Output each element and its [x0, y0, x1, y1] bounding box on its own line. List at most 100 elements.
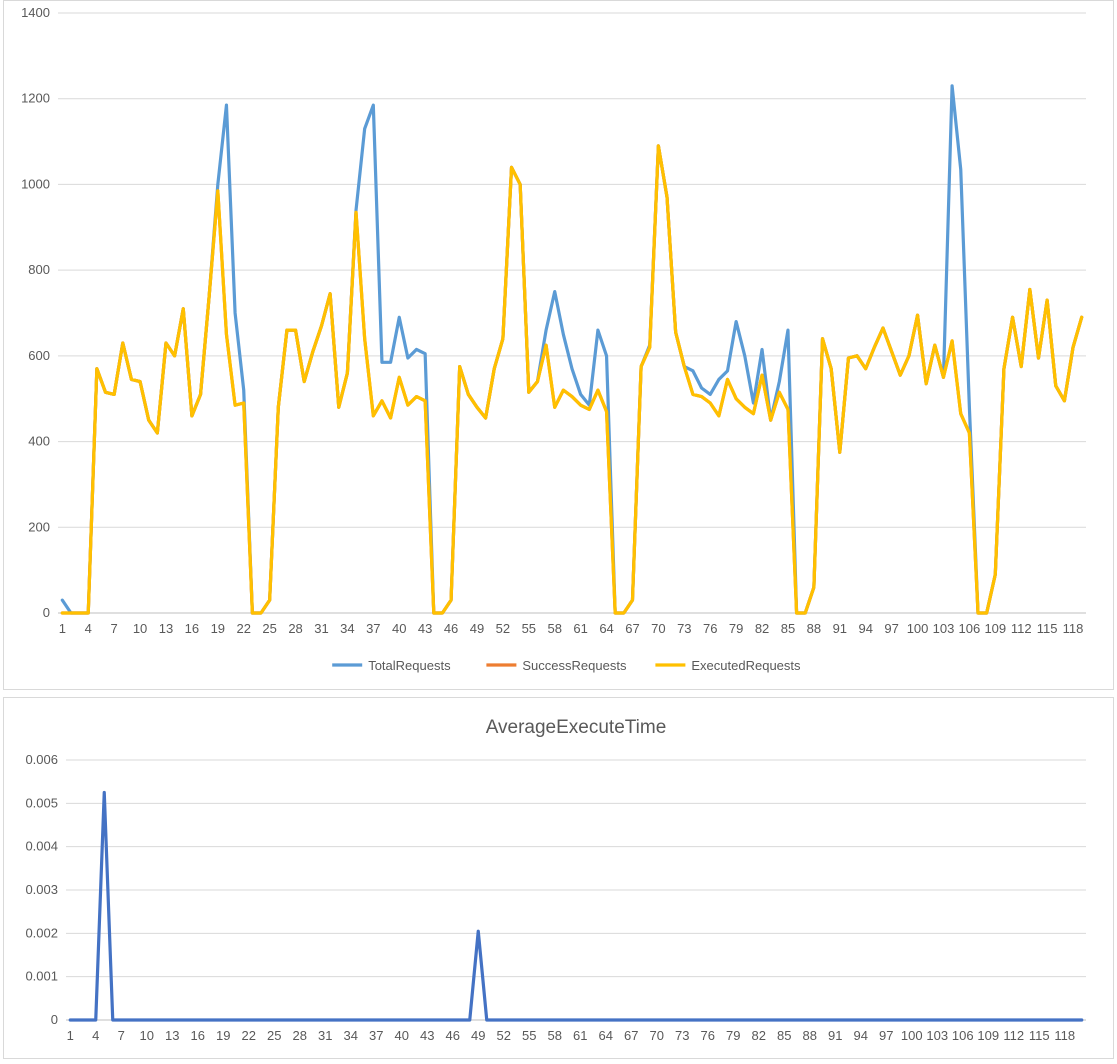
average-execute-time-chart-y-tick-label: 0.005 — [25, 795, 58, 810]
average-execute-time-chart-y-tick-label: 0.002 — [25, 925, 58, 940]
average-execute-time-chart-x-tick-label: 61 — [573, 1028, 587, 1043]
average-execute-time-chart-x-tick-label: 73 — [675, 1028, 689, 1043]
requests-chart-x-tick-label: 115 — [1037, 621, 1058, 636]
requests-chart-x-tick-label: 58 — [547, 621, 561, 636]
average-execute-time-chart-y-tick-label: 0 — [51, 1012, 58, 1027]
requests-chart-x-tick-label: 7 — [111, 621, 118, 636]
requests-chart-x-tick-label: 91 — [833, 621, 847, 636]
average-execute-time-chart-x-tick-label: 43 — [420, 1028, 434, 1043]
requests-chart-x-tick-label: 52 — [496, 621, 510, 636]
average-execute-time-chart-x-tick-label: 55 — [522, 1028, 536, 1043]
requests-chart-legend-label: TotalRequests — [368, 658, 451, 673]
requests-chart-legend-label: SuccessRequests — [522, 658, 627, 673]
average-execute-time-chart-x-tick-label: 94 — [854, 1028, 868, 1043]
average-execute-time-chart-x-tick-label: 31 — [318, 1028, 332, 1043]
average-execute-time-chart-x-tick-label: 67 — [624, 1028, 638, 1043]
requests-chart-x-tick-label: 16 — [185, 621, 199, 636]
requests-chart-y-tick-label: 1400 — [21, 5, 50, 20]
average-execute-time-chart-svg: AverageExecuteTime 0 0.001 0.002 0.003 0.004 0… — [25, 717, 1086, 1043]
average-execute-time-chart-x-tick-label: 85 — [777, 1028, 791, 1043]
average-execute-time-chart-x-tick-label: 88 — [803, 1028, 817, 1043]
average-execute-time-chart-x-tick-label: 106 — [952, 1028, 974, 1043]
average-execute-time-chart-x-tick-label: 46 — [446, 1028, 460, 1043]
requests-chart-x-tick-label: 4 — [85, 621, 92, 636]
requests-chart-legend-item-totalrequests[interactable]: TotalRequests — [332, 658, 451, 673]
average-execute-time-chart-x-tick-label: 52 — [497, 1028, 511, 1043]
average-execute-time-chart-y-tick-label: 0.006 — [25, 752, 58, 767]
requests-chart-x-tick-label: 97 — [884, 621, 898, 636]
requests-chart-x-tick-label: 112 — [1011, 621, 1032, 636]
requests-chart-x-tick-label: 82 — [755, 621, 769, 636]
average-execute-time-chart-x-tick-label: 91 — [828, 1028, 842, 1043]
requests-chart-x-tick-label: 94 — [858, 621, 872, 636]
requests-chart-x-tick-label: 49 — [470, 621, 484, 636]
requests-chart-x-tick-label: 61 — [573, 621, 587, 636]
average-execute-time-chart-x-tick-label: 103 — [926, 1028, 948, 1043]
requests-chart[interactable]: 0 200 400 600 800 1000 1200 1400 1 4 7 10 13 16 19 22 25… — [3, 0, 1114, 690]
requests-chart-x-tick-label: 70 — [651, 621, 665, 636]
average-execute-time-chart-x-tick-label: 118 — [1054, 1028, 1075, 1043]
average-execute-time-chart[interactable]: AverageExecuteTime 0 0.001 0.002 0.003 0.004 0… — [3, 697, 1114, 1059]
average-execute-time-chart-x-tick-label: 13 — [165, 1028, 179, 1043]
requests-chart-x-tick-label: 31 — [314, 621, 328, 636]
requests-chart-x-tick-label: 100 — [907, 621, 929, 636]
requests-chart-x-tick-label: 25 — [262, 621, 276, 636]
requests-chart-x-tick-label: 73 — [677, 621, 691, 636]
requests-chart-x-tick-label: 106 — [959, 621, 981, 636]
requests-chart-x-tick-label: 40 — [392, 621, 406, 636]
requests-chart-svg: 0 200 400 600 800 1000 1200 1400 1 4 7 10 13 16 19 22 25… — [21, 5, 1086, 673]
average-execute-time-chart-x-tick-label: 115 — [1029, 1028, 1050, 1043]
average-execute-time-chart-x-tick-label: 79 — [726, 1028, 740, 1043]
average-execute-time-chart-x-tick-label: 82 — [752, 1028, 766, 1043]
requests-chart-x-tick-label: 109 — [984, 621, 1006, 636]
requests-chart-x-tick-label: 10 — [133, 621, 147, 636]
requests-chart-x-tick-label: 79 — [729, 621, 743, 636]
requests-chart-series-line-executedrequests — [60, 144, 1084, 615]
requests-chart-x-tick-label: 55 — [522, 621, 536, 636]
average-execute-time-chart-x-tick-label: 64 — [599, 1028, 613, 1043]
average-execute-time-chart-x-tick-label: 58 — [548, 1028, 562, 1043]
average-execute-time-chart-y-tick-label: 0.003 — [25, 882, 58, 897]
average-execute-time-chart-x-tick-label: 1 — [67, 1028, 74, 1043]
requests-chart-x-tick-label: 64 — [599, 621, 613, 636]
average-execute-time-chart-x-tick-label: 4 — [92, 1028, 99, 1043]
average-execute-time-chart-y-tick-label: 0.004 — [25, 839, 58, 854]
requests-chart-legend-item-executedrequests[interactable]: ExecutedRequests — [655, 658, 801, 673]
average-execute-time-chart-x-tick-label: 76 — [701, 1028, 715, 1043]
requests-chart-y-tick-label: 800 — [28, 262, 50, 277]
average-execute-time-chart-series-line-0 — [68, 790, 1084, 1022]
requests-chart-x-tick-label: 43 — [418, 621, 432, 636]
requests-chart-y-tick-label: 0 — [43, 605, 50, 620]
requests-chart-x-tick-label: 37 — [366, 621, 380, 636]
average-execute-time-chart-x-tick-label: 10 — [140, 1028, 154, 1043]
average-execute-time-chart-x-tick-label: 16 — [191, 1028, 205, 1043]
average-execute-time-chart-x-tick-label: 28 — [293, 1028, 307, 1043]
requests-chart-x-tick-label: 88 — [807, 621, 821, 636]
average-execute-time-chart-x-tick-label: 112 — [1003, 1028, 1024, 1043]
requests-chart-y-tick-label: 400 — [28, 434, 50, 449]
requests-chart-y-tick-label: 1000 — [21, 176, 50, 191]
average-execute-time-chart-x-tick-label: 97 — [879, 1028, 893, 1043]
average-execute-time-chart-x-tick-label: 100 — [901, 1028, 923, 1043]
requests-chart-legend-item-successrequests[interactable]: SuccessRequests — [486, 658, 627, 673]
requests-chart-y-tick-label: 1200 — [21, 91, 50, 106]
requests-chart-x-tick-label: 67 — [625, 621, 639, 636]
average-execute-time-chart-x-tick-label: 49 — [471, 1028, 485, 1043]
requests-chart-x-tick-label: 1 — [59, 621, 66, 636]
average-execute-time-chart-x-tick-label: 7 — [118, 1028, 125, 1043]
requests-chart-x-tick-label: 19 — [211, 621, 225, 636]
requests-chart-y-tick-label: 200 — [28, 519, 50, 534]
average-execute-time-chart-y-tick-label: 0.001 — [25, 969, 58, 984]
requests-chart-x-tick-label: 13 — [159, 621, 173, 636]
average-execute-time-chart-title: AverageExecuteTime — [486, 717, 667, 738]
average-execute-time-chart-x-tick-label: 34 — [344, 1028, 358, 1043]
requests-chart-x-tick-label: 46 — [444, 621, 458, 636]
requests-chart-series-line-totalrequests — [60, 84, 1084, 615]
average-execute-time-chart-x-tick-label: 70 — [650, 1028, 664, 1043]
average-execute-time-chart-x-tick-label: 22 — [242, 1028, 256, 1043]
requests-chart-x-tick-label: 103 — [933, 621, 955, 636]
requests-chart-x-tick-label: 28 — [288, 621, 302, 636]
requests-chart-legend-label: ExecutedRequests — [691, 658, 801, 673]
average-execute-time-chart-x-tick-label: 40 — [395, 1028, 409, 1043]
